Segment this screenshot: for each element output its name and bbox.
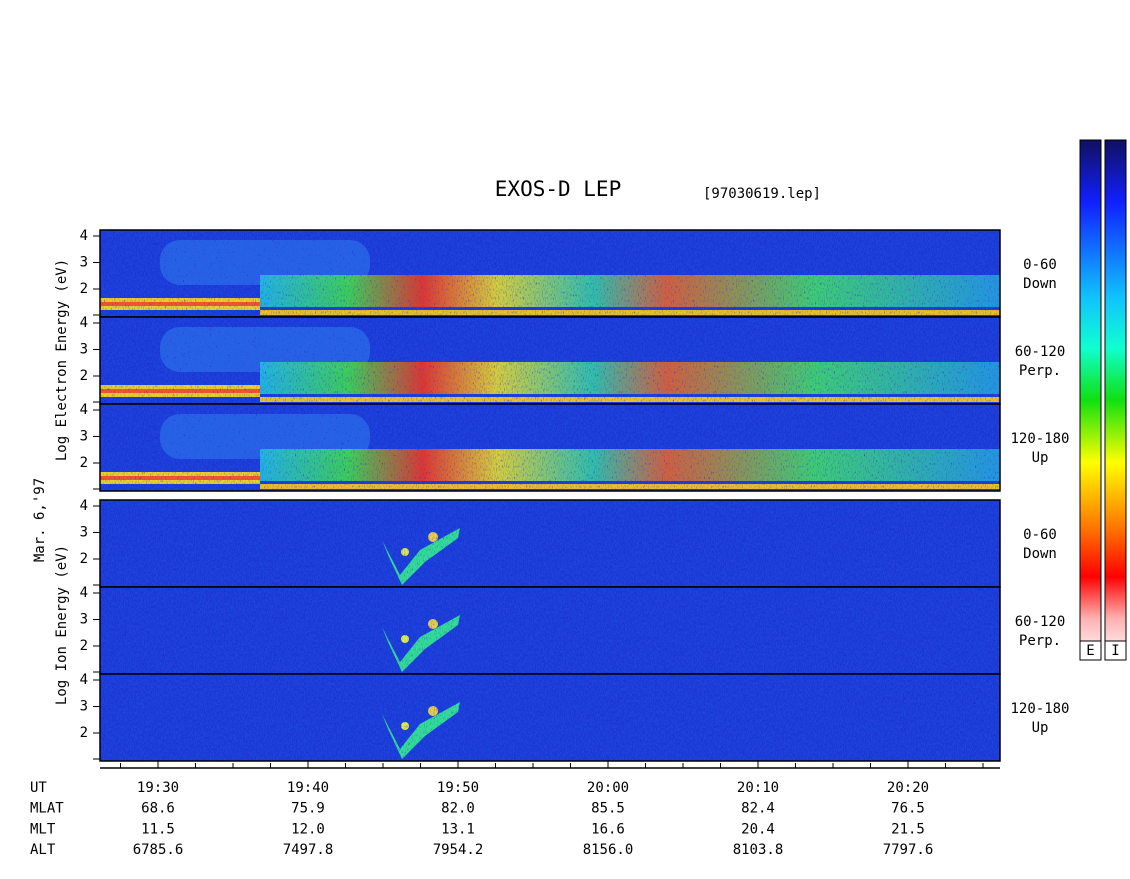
- y-tick-label: 4: [80, 315, 88, 331]
- row-value: 7797.6: [883, 842, 934, 858]
- colorbar: [1079, 139, 1102, 661]
- row-value: 7954.2: [433, 842, 484, 858]
- row-value: 20:10: [737, 780, 779, 796]
- electron-axis-label: Log Electron Energy (eV): [54, 259, 70, 461]
- row-value: 76.5: [891, 801, 925, 817]
- speckle: [100, 317, 1000, 404]
- direction: Perp.: [1019, 633, 1061, 649]
- speckle: [100, 404, 1000, 491]
- row-value: 85.5: [591, 801, 625, 817]
- y-tick-label: 3: [80, 342, 88, 358]
- speckle: [100, 674, 1000, 761]
- y-tick-label: 4: [80, 672, 88, 688]
- row-value: 19:30: [137, 780, 179, 796]
- colorbar: [1104, 139, 1127, 661]
- labels: EXOS-D LEP [97030619.lep] Mar. 6,'97 Log…: [32, 177, 821, 705]
- panel: 4 3 2 60-120 Perp.: [80, 585, 1066, 675]
- row-value: 20:00: [587, 780, 629, 796]
- colorbar-label-box: [1079, 640, 1102, 661]
- row-name: MLT: [30, 821, 56, 837]
- row-value: 11.5: [141, 821, 175, 837]
- row-value: 19:40: [287, 780, 329, 796]
- y-tick-label: 2: [80, 455, 88, 471]
- y-tick-label: 4: [80, 585, 88, 601]
- date: Mar. 6,'97: [32, 478, 48, 562]
- panel: 4 3 2 120-180 Up: [80, 402, 1070, 492]
- panel: 4 3 2 0-60 Down: [80, 228, 1057, 318]
- row-value: 82.4: [741, 801, 775, 817]
- row-name: UT: [30, 780, 47, 796]
- y-tick-label: 4: [80, 498, 88, 514]
- row-value: 20.4: [741, 821, 775, 837]
- row-value: 13.1: [441, 821, 475, 837]
- y-tick-label: 3: [80, 699, 88, 715]
- row-value: 6785.6: [133, 842, 184, 858]
- panel-frame: [99, 403, 1001, 492]
- row-value: 8103.8: [733, 842, 784, 858]
- y-tick-label: 3: [80, 255, 88, 271]
- row-value: 21.5: [891, 821, 925, 837]
- y-tick-label: 3: [80, 612, 88, 628]
- y-tick-label: 2: [80, 368, 88, 384]
- direction: Down: [1023, 276, 1057, 292]
- row-name: MLAT: [30, 801, 64, 817]
- angle-range: 0-60: [1023, 527, 1057, 543]
- row-value: 8156.0: [583, 842, 634, 858]
- panel-frame: [99, 673, 1001, 762]
- spectrograms: 4 3 2 0-60 Down 4 3 2 60-120 Perp. 4 3 2 120-180 Up 4 3 2…: [30, 139, 1127, 858]
- angle-range: 0-60: [1023, 257, 1057, 273]
- direction: Perp.: [1019, 363, 1061, 379]
- row-value: 20:20: [887, 780, 929, 796]
- y-tick-label: 2: [80, 638, 88, 654]
- speckle: [100, 500, 1000, 587]
- y-tick-label: 2: [80, 281, 88, 297]
- panel: 4 3 2 0-60 Down: [80, 498, 1057, 588]
- ion-axis-label: Log Ion Energy (eV): [54, 545, 70, 705]
- speckle: [100, 587, 1000, 674]
- colorbar-label: I: [1111, 643, 1119, 659]
- angle-range: 60-120: [1015, 614, 1066, 630]
- y-tick-label: 2: [80, 725, 88, 741]
- file-name: [97030619.lep]: [703, 186, 821, 202]
- y-tick-label: 2: [80, 551, 88, 567]
- angle-range: 120-180: [1010, 431, 1069, 447]
- y-tick-label: 3: [80, 525, 88, 541]
- title: EXOS-D LEP: [495, 177, 621, 201]
- angle-range: 60-120: [1015, 344, 1066, 360]
- panel: 4 3 2 120-180 Up: [80, 672, 1070, 762]
- y-tick-label: 4: [80, 228, 88, 244]
- row-value: 82.0: [441, 801, 475, 817]
- row-name: ALT: [30, 842, 56, 858]
- direction: Down: [1023, 546, 1057, 562]
- y-tick-label: 3: [80, 429, 88, 445]
- row-value: 16.6: [591, 821, 625, 837]
- row-value: 12.0: [291, 821, 325, 837]
- row-value: 7497.8: [283, 842, 334, 858]
- y-tick-label: 4: [80, 402, 88, 418]
- row-value: 68.6: [141, 801, 175, 817]
- colorbar-label-box: [1104, 640, 1127, 661]
- direction: Up: [1032, 450, 1049, 466]
- direction: Up: [1032, 720, 1049, 736]
- row-value: 75.9: [291, 801, 325, 817]
- row-value: 19:50: [437, 780, 479, 796]
- colorbar-label: E: [1086, 643, 1094, 659]
- speckle: [100, 230, 1000, 317]
- angle-range: 120-180: [1010, 701, 1069, 717]
- panel: 4 3 2 60-120 Perp.: [80, 315, 1066, 405]
